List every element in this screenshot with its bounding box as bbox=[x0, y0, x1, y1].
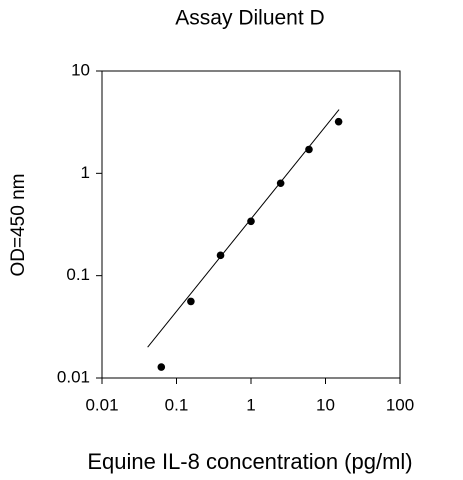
x-tick-label: 1 bbox=[246, 395, 255, 414]
data-point bbox=[216, 251, 225, 260]
data-point bbox=[247, 217, 255, 226]
data-point bbox=[305, 145, 313, 154]
y-tick-label: 0.01 bbox=[57, 367, 90, 386]
y-axis-label: OD=450 nm bbox=[8, 174, 29, 277]
data-point bbox=[187, 297, 195, 306]
data-point bbox=[157, 363, 166, 371]
x-tick-label: 10 bbox=[316, 395, 335, 414]
x-tick-label: 0.01 bbox=[85, 395, 118, 414]
x-tick-label: 0.1 bbox=[165, 395, 189, 414]
x-tick-label: 100 bbox=[386, 395, 414, 414]
data-point bbox=[276, 179, 285, 188]
chart-title: Assay Diluent D bbox=[175, 7, 324, 30]
y-tick-label: 0.1 bbox=[66, 265, 90, 284]
x-axis-label: Equine IL-8 concentration (pg/ml) bbox=[87, 449, 412, 474]
trendline bbox=[147, 109, 340, 348]
data-point bbox=[334, 117, 343, 126]
y-tick-label: 1 bbox=[81, 163, 90, 182]
y-tick-label: 10 bbox=[71, 60, 90, 79]
